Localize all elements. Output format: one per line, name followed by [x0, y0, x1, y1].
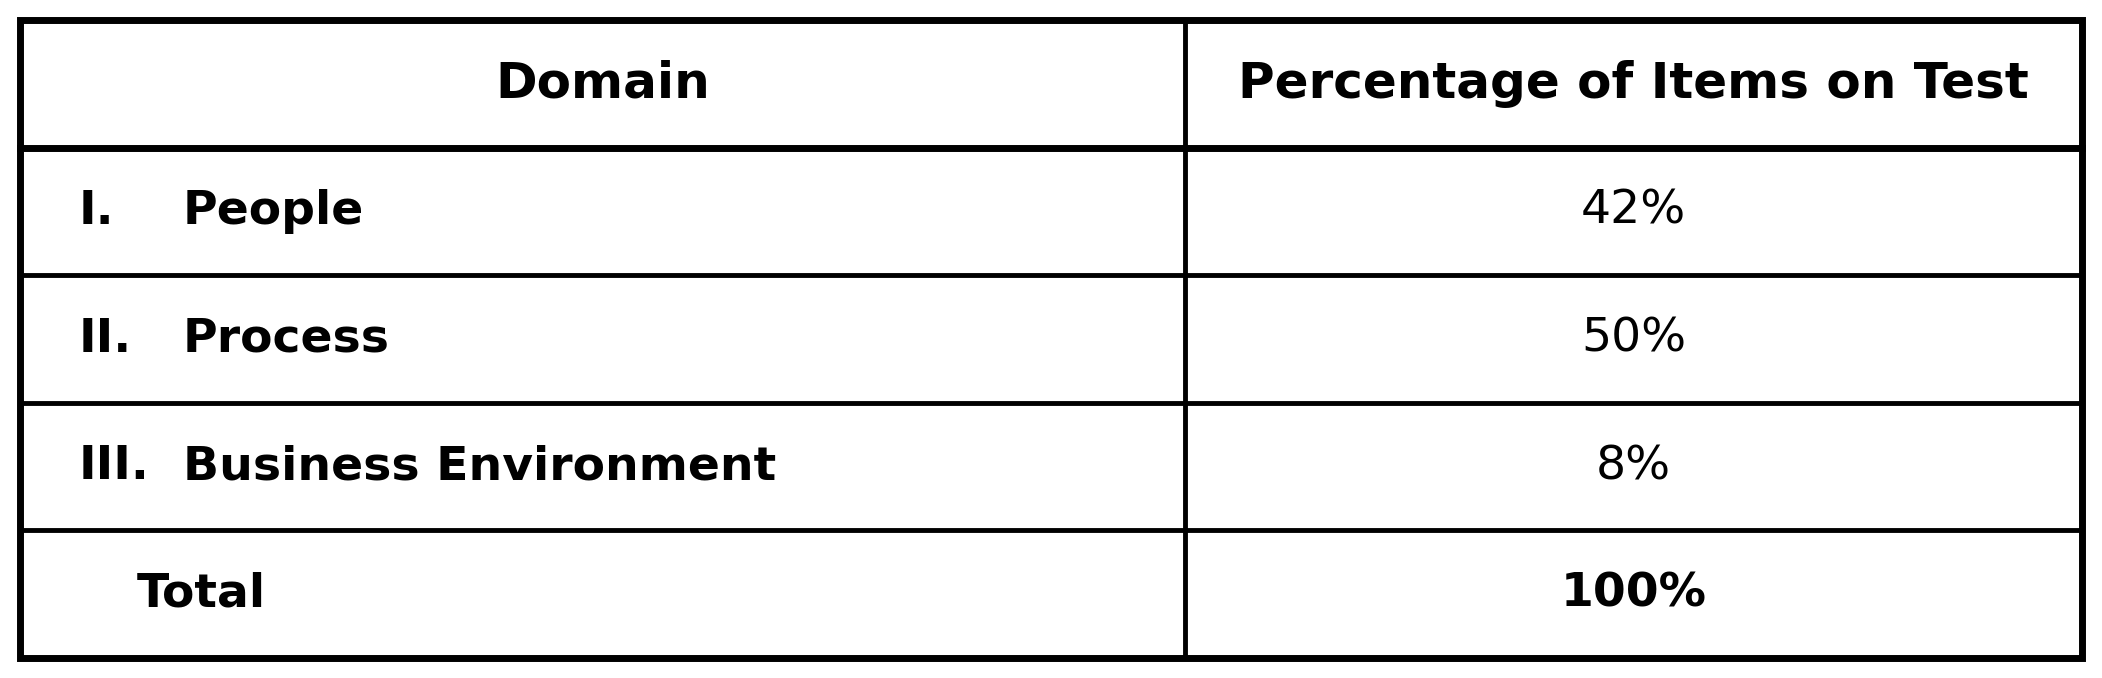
Text: 50%: 50% — [1581, 317, 1686, 361]
Text: 8%: 8% — [1595, 444, 1671, 489]
Text: I.: I. — [78, 189, 114, 234]
Text: Business Environment: Business Environment — [183, 444, 776, 489]
Text: II.: II. — [78, 317, 132, 361]
Text: Percentage of Items on Test: Percentage of Items on Test — [1238, 60, 2028, 108]
Text: Process: Process — [183, 317, 391, 361]
Text: 42%: 42% — [1581, 189, 1686, 234]
Text: III.: III. — [78, 444, 149, 489]
Text: Total: Total — [137, 572, 265, 617]
Text: 100%: 100% — [1560, 572, 1707, 617]
Text: People: People — [183, 189, 364, 234]
Text: Domain: Domain — [496, 60, 710, 108]
